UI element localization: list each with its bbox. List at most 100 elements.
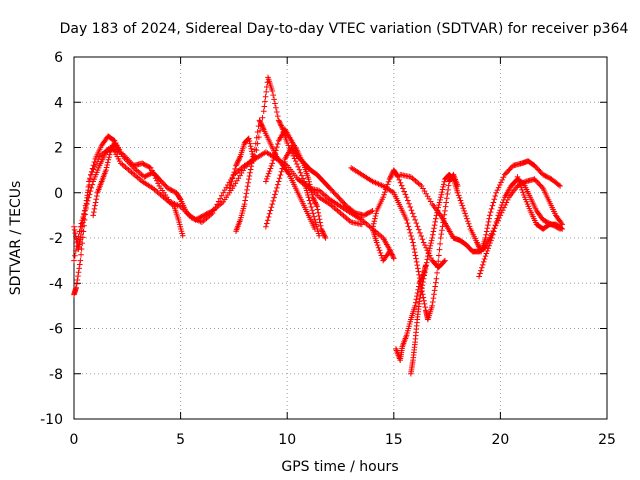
data-point <box>485 219 492 225</box>
data-point <box>248 145 255 152</box>
data-point <box>75 269 82 276</box>
data-point <box>71 227 78 233</box>
data-point <box>440 181 447 188</box>
data-point <box>274 141 281 147</box>
series-sat-track-16 <box>90 140 122 219</box>
data-point <box>418 233 425 239</box>
data-point <box>73 248 79 254</box>
data-point <box>429 299 436 305</box>
data-point <box>416 298 423 305</box>
data-point <box>516 179 523 185</box>
data-point <box>493 219 500 225</box>
data-point <box>108 147 114 154</box>
data-point <box>145 163 152 170</box>
data-point <box>272 100 278 107</box>
data-point <box>557 183 563 189</box>
data-point <box>422 269 428 276</box>
data-point <box>91 206 98 212</box>
data-point <box>271 154 277 160</box>
data-point <box>314 203 320 210</box>
data-point <box>103 164 110 171</box>
data-point <box>433 275 440 282</box>
data-point <box>74 277 81 283</box>
data-point <box>150 170 156 176</box>
data-point <box>268 163 275 169</box>
data-point <box>394 173 401 179</box>
data-point <box>496 209 502 216</box>
data-point <box>558 220 565 226</box>
data-point <box>169 188 176 194</box>
data-point <box>265 170 272 177</box>
data-point <box>249 156 256 163</box>
data-point <box>426 248 432 254</box>
data-point <box>498 204 504 211</box>
data-point <box>143 172 150 179</box>
data-point <box>423 244 429 251</box>
data-point <box>437 194 444 201</box>
data-points <box>71 74 566 377</box>
data-point <box>532 177 539 184</box>
data-point <box>370 223 376 230</box>
data-point <box>160 180 166 186</box>
data-point <box>410 242 417 249</box>
data-point <box>519 187 525 193</box>
data-point <box>263 178 269 185</box>
data-point <box>455 192 462 199</box>
data-point <box>155 180 161 187</box>
data-point <box>71 223 77 230</box>
data-point <box>335 194 342 201</box>
data-point <box>500 199 506 206</box>
data-point <box>236 156 242 162</box>
data-point <box>273 188 279 194</box>
data-point <box>546 175 552 181</box>
x-tick-label: 20 <box>491 432 509 448</box>
data-point <box>482 253 489 259</box>
data-point <box>274 113 281 119</box>
data-point <box>320 230 326 236</box>
data-point <box>428 237 435 244</box>
data-point <box>269 88 276 94</box>
data-point <box>73 243 80 249</box>
data-point <box>146 171 153 178</box>
data-point <box>419 236 426 243</box>
data-point <box>244 187 250 193</box>
data-point <box>235 157 242 164</box>
data-point <box>209 210 216 216</box>
data-point <box>272 191 278 198</box>
data-point <box>417 295 423 301</box>
data-point <box>171 188 177 195</box>
data-point <box>410 239 416 246</box>
data-point <box>247 143 254 150</box>
data-point <box>515 176 522 183</box>
data-point <box>439 227 445 234</box>
data-point <box>105 159 111 166</box>
data-point <box>177 195 183 202</box>
data-point <box>363 211 370 217</box>
data-point <box>421 297 427 304</box>
data-point <box>404 220 411 226</box>
data-point <box>381 191 387 198</box>
data-point <box>262 93 269 100</box>
data-point <box>313 200 319 207</box>
data-point <box>362 211 368 218</box>
data-point <box>312 226 318 232</box>
data-point <box>158 178 165 185</box>
data-point <box>445 182 452 189</box>
data-point <box>269 201 276 207</box>
data-point <box>233 228 239 235</box>
data-point <box>420 239 427 246</box>
data-point <box>278 122 284 129</box>
data-point <box>316 216 323 223</box>
data-point <box>316 213 322 219</box>
data-point <box>461 208 467 214</box>
data-point <box>411 213 417 220</box>
y-tick-label: -4 <box>49 276 63 292</box>
data-point <box>217 195 223 202</box>
data-point <box>80 214 86 220</box>
y-axis-label: SDTVAR / TECUs <box>8 181 24 296</box>
data-point <box>442 203 449 210</box>
data-point <box>474 239 480 246</box>
data-point <box>331 190 338 197</box>
data-point <box>79 217 86 224</box>
data-point <box>266 168 273 174</box>
